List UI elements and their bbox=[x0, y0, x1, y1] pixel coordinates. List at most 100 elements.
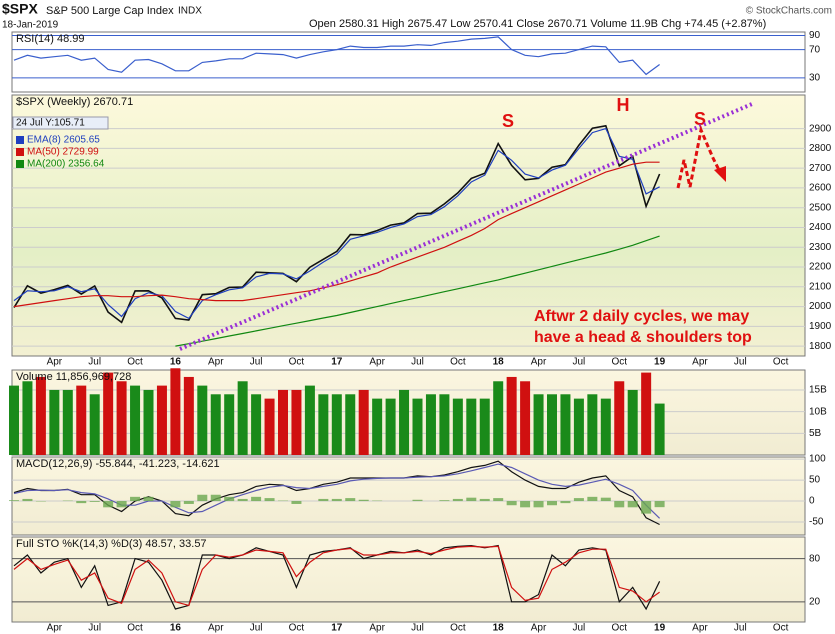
volume-bar bbox=[425, 394, 436, 455]
y-tick-label: 5B bbox=[809, 428, 822, 439]
x-tick-label: 17 bbox=[331, 357, 343, 368]
cursor-label: 24 Jul Y:105.71 bbox=[16, 118, 85, 129]
volume-bar bbox=[291, 389, 302, 455]
histogram-bar bbox=[654, 501, 665, 508]
x-tick-label: 19 bbox=[654, 357, 666, 368]
y-tick-label: 30 bbox=[809, 73, 821, 84]
volume-bar bbox=[89, 394, 100, 455]
x-tick-label: Apr bbox=[692, 357, 708, 368]
volume-bar bbox=[251, 394, 262, 455]
y-tick-label: -50 bbox=[809, 517, 824, 528]
histogram-bar bbox=[439, 500, 450, 502]
histogram-bar bbox=[143, 496, 154, 502]
histogram-bar bbox=[9, 500, 19, 502]
x-tick-label: Jul bbox=[734, 357, 747, 368]
volume-bar bbox=[385, 398, 396, 455]
series-line bbox=[13, 127, 660, 320]
volume-bar bbox=[224, 394, 235, 455]
y-tick-label: 2100 bbox=[809, 281, 832, 292]
x-tick-label: 19 bbox=[654, 623, 666, 634]
histogram-bar bbox=[358, 499, 369, 502]
cursor-box bbox=[12, 116, 109, 130]
legend-entry: EMA(8) 2605.65 bbox=[27, 135, 100, 146]
volume-bar bbox=[587, 394, 598, 455]
volume-bar bbox=[399, 389, 410, 455]
volume-bar bbox=[466, 398, 477, 455]
volume-bar bbox=[318, 394, 329, 455]
y-tick-label: 2200 bbox=[809, 262, 832, 273]
volume-bar bbox=[520, 381, 531, 455]
volume-bar bbox=[560, 394, 571, 455]
x-tick-label: 18 bbox=[493, 623, 505, 634]
volume-bar bbox=[49, 389, 60, 455]
date: 18-Jan-2019 bbox=[2, 20, 59, 31]
y-tick-label: 2700 bbox=[809, 163, 832, 174]
y-tick-label: 2000 bbox=[809, 301, 832, 312]
histogram-bar bbox=[573, 498, 584, 502]
x-tick-label: Oct bbox=[127, 357, 143, 368]
series-line bbox=[13, 161, 660, 308]
histogram-bar bbox=[130, 496, 141, 502]
volume-bar bbox=[452, 398, 463, 455]
y-tick-label: 0 bbox=[809, 496, 815, 507]
index-name: S&P 500 Large Cap Index bbox=[46, 5, 174, 17]
panel-legend: $SPX (Weekly) 2670.71 bbox=[16, 96, 133, 108]
histogram-bar bbox=[251, 496, 262, 502]
histogram-bar bbox=[76, 501, 87, 504]
x-tick-label: Oct bbox=[127, 623, 143, 634]
histogram-bar bbox=[197, 494, 208, 502]
histogram-bar bbox=[237, 498, 248, 502]
x-tick-label: Oct bbox=[289, 357, 305, 368]
y-tick-label: 15B bbox=[809, 385, 827, 396]
volume-bar bbox=[278, 389, 288, 455]
exchange: INDX bbox=[178, 6, 202, 17]
y-tick-label: 1800 bbox=[809, 341, 832, 352]
histogram-bar bbox=[224, 496, 235, 502]
y-tick-label: 90 bbox=[809, 30, 821, 41]
legend-entry: MA(50) 2729.99 bbox=[27, 147, 99, 158]
x-tick-label: Oct bbox=[450, 623, 466, 634]
y-tick-label: 2400 bbox=[809, 222, 832, 233]
panels: 90 70 30 RSI(14) 48.99 1800 1900 2000 2100 2200 2… bbox=[9, 30, 832, 634]
y-tick-label: 2600 bbox=[809, 183, 832, 194]
x-tick-label: Apr bbox=[369, 357, 385, 368]
histogram-bar bbox=[103, 501, 114, 508]
histogram-bar bbox=[627, 501, 638, 508]
volume-bar bbox=[62, 389, 73, 455]
y-tick-label: 2800 bbox=[809, 143, 832, 154]
series-line bbox=[175, 235, 660, 347]
histogram-bar bbox=[183, 501, 194, 504]
volume-bar bbox=[654, 403, 665, 455]
series-line bbox=[13, 460, 660, 526]
x-tick-label: Jul bbox=[411, 623, 424, 634]
x-tick-label: Oct bbox=[773, 623, 789, 634]
histogram-bar bbox=[520, 501, 531, 508]
histogram-bar bbox=[318, 498, 329, 502]
histogram-bar bbox=[533, 501, 544, 508]
volume-bar bbox=[197, 385, 208, 455]
volume-bar bbox=[372, 398, 383, 455]
volume-bar bbox=[156, 385, 167, 455]
legend-swatch bbox=[16, 160, 24, 168]
volume-bar bbox=[183, 376, 194, 455]
symbol: $SPX bbox=[2, 1, 38, 17]
volume-bar bbox=[103, 372, 114, 455]
series-line bbox=[13, 124, 661, 324]
volume-bar bbox=[533, 394, 544, 455]
histogram-bar bbox=[587, 496, 598, 502]
x-tick-label: Apr bbox=[208, 623, 224, 634]
histogram-bar bbox=[331, 498, 342, 502]
histogram-bar bbox=[560, 501, 571, 504]
x-tick-label: Apr bbox=[369, 623, 385, 634]
panel bbox=[11, 536, 806, 623]
panel-legend: RSI(14) 48.99 bbox=[16, 33, 84, 45]
histogram-bar bbox=[493, 498, 504, 502]
x-tick-label: Jul bbox=[411, 357, 424, 368]
volume-bar bbox=[264, 398, 275, 455]
projection bbox=[676, 124, 722, 189]
projection-arrow bbox=[714, 166, 726, 182]
histogram-bar bbox=[264, 498, 275, 502]
histogram-bar bbox=[479, 498, 490, 502]
volume-bar bbox=[76, 385, 87, 455]
volume-bar bbox=[600, 398, 611, 455]
